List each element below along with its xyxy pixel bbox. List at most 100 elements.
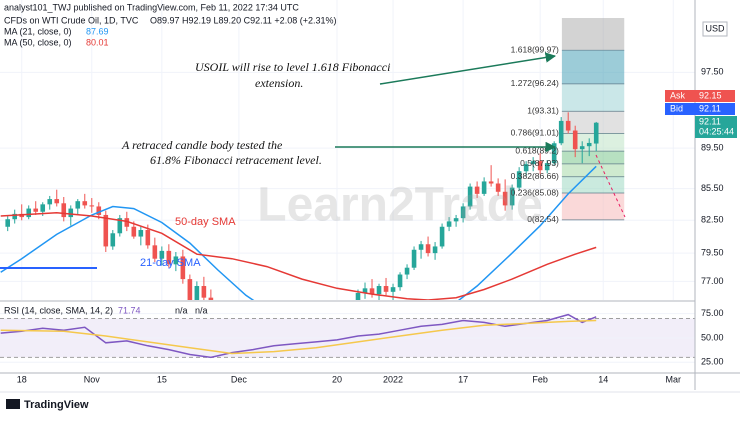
ask-label: Ask (670, 90, 686, 100)
candle-body (201, 286, 207, 298)
candle-body (152, 245, 158, 259)
candle-body (530, 161, 536, 165)
fib-label: 0.236(85.08) (511, 187, 559, 197)
candle-body (180, 256, 186, 280)
candle-body (145, 230, 151, 246)
candle-body (453, 218, 459, 222)
fib-band (561, 111, 625, 134)
candle-body (432, 246, 438, 254)
y-tick-label: 85.50 (701, 183, 724, 193)
candle-body (488, 181, 494, 184)
rsi-na: n/a (195, 305, 208, 315)
x-tick-label: 15 (157, 374, 167, 384)
bid-tag (665, 103, 695, 115)
publisher: analyst101_TWJ published on TradingView.… (4, 2, 299, 12)
rsi-line (0, 319, 597, 355)
moving-average (0, 165, 597, 300)
fib-band (561, 176, 625, 194)
overlay: 1.618(99.97) 1.272(96.24) 1(93.31) 0.786(91… (511, 44, 559, 224)
candle-body (124, 218, 130, 227)
annotation: 61.8% Fibonacci retracement level. (150, 153, 322, 167)
candle-body (481, 181, 487, 194)
watermark: Learn2Trade (257, 179, 542, 232)
last-price: 92.11 (699, 116, 721, 126)
candle-body (355, 292, 361, 300)
candle-body (75, 201, 81, 209)
candle-body (376, 286, 382, 295)
fib-label: 0.382(86.66) (511, 171, 559, 181)
logo (6, 399, 20, 409)
candle-body (68, 208, 74, 218)
candle-body (537, 161, 543, 171)
brand: TradingView (24, 399, 89, 411)
fib-band (561, 83, 625, 112)
y-tick-label: 89.50 (701, 143, 724, 153)
candle-body (117, 218, 123, 234)
currency: USD (705, 23, 725, 33)
candle-body (40, 204, 46, 212)
annotation: extension. (255, 76, 303, 90)
ohlc: O89.97 H92.19 L89.20 C92.11 +2.08 (+2.31… (150, 15, 336, 25)
y-tick-label: 79.50 (701, 247, 724, 257)
fib-label: 0(82.54) (527, 214, 559, 224)
x-tick-label: Dec (231, 374, 248, 384)
candle-body (495, 183, 501, 192)
annotation: USOIL will rise to level 1.618 Fibonacci (195, 60, 390, 74)
candle-body (467, 186, 473, 207)
y-tick-label: 97.50 (701, 67, 724, 77)
candle-body (593, 122, 599, 144)
rsi-line (0, 313, 597, 359)
candle-body (565, 120, 571, 131)
candle-body (404, 267, 410, 275)
countdown: 04:25:44 (699, 126, 734, 136)
candle-body (173, 256, 179, 265)
candle-body (47, 199, 53, 205)
rsi-title: RSI (14, close, SMA, 14, 2) (4, 305, 113, 315)
ask-tag (665, 90, 695, 102)
candle-body (523, 164, 529, 172)
candle-body (5, 219, 11, 227)
x-tick-label: Nov (84, 374, 101, 384)
rsi-value: 71.74 (118, 305, 141, 315)
y-tick-label: 82.50 (701, 215, 724, 225)
ask-tag (695, 90, 735, 102)
bid-label: Bid (670, 103, 683, 113)
candle-body (558, 120, 564, 144)
sma-label: 50-day SMA (175, 216, 236, 228)
sma-label: 21-day SMA (140, 257, 201, 269)
candle-body (369, 288, 375, 295)
candle-body (61, 203, 67, 218)
fib-label: 0.618(89.2) (515, 145, 559, 155)
candle-body (208, 297, 214, 300)
candle-body (194, 286, 200, 300)
x-tick-label: 17 (458, 374, 468, 384)
candle-body (572, 130, 578, 150)
moving-average (0, 212, 597, 300)
ma-value: 80.01 (86, 37, 109, 47)
x-tick-label: Mar (666, 374, 682, 384)
candle-body (544, 163, 550, 171)
y-tick-label: 25.00 (701, 357, 724, 367)
ma-value: 87.69 (86, 26, 109, 36)
candle-body (89, 205, 95, 207)
candle-body (411, 249, 417, 268)
ma-label: MA (21, close, 0) (4, 26, 72, 36)
candle-body (33, 208, 39, 212)
candle-body (166, 250, 172, 265)
candle-body (390, 287, 396, 292)
candle-body (586, 142, 592, 147)
candle-body (439, 226, 445, 247)
candle-body (362, 288, 368, 293)
y-tick-label: 75.00 (701, 308, 724, 318)
candle-body (460, 206, 466, 219)
rsi-na: n/a (175, 305, 188, 315)
candle-body (187, 279, 193, 300)
candle-body (551, 143, 557, 164)
x-tick-label: 2022 (383, 374, 403, 384)
candle-body (131, 226, 137, 237)
candle-body (509, 187, 515, 206)
fib-band (561, 193, 625, 220)
fib-label: 1(93.31) (527, 106, 559, 116)
candle-body (110, 233, 116, 247)
ma-label: MA (50, close, 0) (4, 37, 72, 47)
